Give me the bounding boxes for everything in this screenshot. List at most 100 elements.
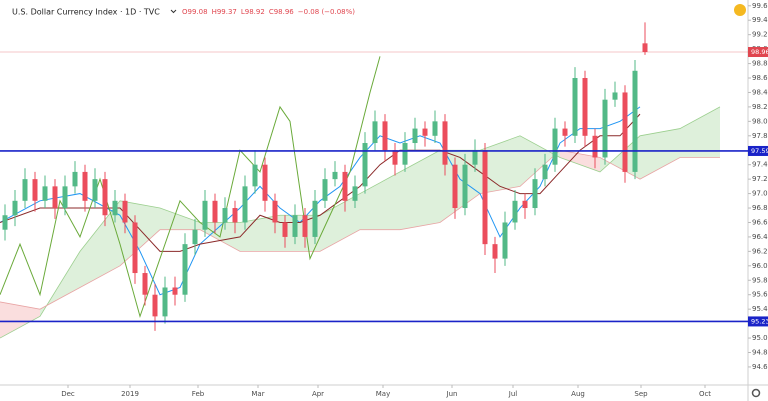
cloud-area (160, 208, 200, 230)
y-tick-label: 98.60 (752, 74, 768, 82)
cloud-area (680, 106, 720, 158)
y-tick-label: 95.40 (752, 305, 768, 313)
y-tick-label: 95.60 (752, 291, 768, 299)
candle-body (172, 287, 178, 295)
candle-body (502, 222, 508, 259)
settings-icon[interactable] (751, 388, 761, 398)
cloud-edge (0, 106, 721, 339)
candle-body (242, 186, 248, 223)
candle-body (12, 200, 18, 216)
y-tick-label: 96.40 (752, 233, 768, 241)
candle-body (422, 128, 428, 136)
candle-body (532, 179, 538, 209)
candle-body (152, 294, 158, 317)
dropdown-icon[interactable] (170, 9, 177, 14)
candle-body (312, 200, 318, 237)
quote-value: H99.37 (212, 8, 237, 16)
cloud-area (600, 135, 640, 180)
candle-body (622, 92, 628, 172)
alert-icon[interactable] (734, 4, 746, 16)
candle-body (642, 43, 648, 53)
y-tick-label: 96.80 (752, 204, 768, 212)
candle-body (362, 143, 368, 187)
y-tick-label: 94.60 (752, 363, 768, 371)
y-tick-label: 94.80 (752, 348, 768, 356)
cloud-area (0, 301, 40, 339)
x-tick-label: Feb (192, 390, 205, 398)
y-tick-label: 97.80 (752, 132, 768, 140)
candle-body (102, 179, 108, 216)
y-tick-label: 97.20 (752, 175, 768, 183)
candle-body (162, 287, 168, 317)
x-tick-label: Aug (571, 390, 585, 398)
x-tick-label: Oct (699, 390, 711, 398)
y-tick-label: 95.00 (752, 334, 768, 342)
cloud-area (240, 215, 280, 252)
candle-body (392, 150, 398, 165)
candle-body (192, 229, 198, 245)
x-tick-label: May (376, 390, 390, 398)
cloud-area (320, 193, 360, 252)
candle-body (522, 200, 528, 209)
candle-body (82, 171, 88, 201)
y-tick-label: 98.00 (752, 117, 768, 125)
cloud-area (520, 135, 560, 187)
candle-body (112, 200, 118, 216)
candle-body (412, 128, 418, 144)
y-tick-label: 96.00 (752, 262, 768, 270)
candle-body (562, 128, 568, 136)
candle-body (472, 150, 478, 165)
level-label: 95.23 (751, 317, 768, 325)
candle-body (92, 179, 98, 201)
candle-body (542, 164, 548, 180)
candle-body (342, 171, 348, 201)
candle-body (22, 179, 28, 201)
candle-body (122, 200, 128, 223)
y-tick-label: 97.40 (752, 161, 768, 169)
candle-body (372, 121, 378, 144)
candle-body (262, 164, 268, 201)
level-label: 98.96 (751, 48, 768, 56)
candle-body (322, 179, 328, 201)
candle-body (442, 121, 448, 165)
candle-body (62, 186, 68, 209)
candle-body (42, 186, 48, 201)
plot-area (0, 22, 721, 339)
x-tick-label: Mar (251, 390, 264, 398)
y-tick-label: 98.40 (752, 88, 768, 96)
candle-body (72, 171, 78, 187)
y-tick-label: 96.20 (752, 247, 768, 255)
candle-body (252, 164, 258, 187)
y-tick-label: 99.60 (752, 2, 768, 10)
candle-body (402, 143, 408, 165)
candle-body (452, 164, 458, 209)
cloud-area (280, 215, 320, 252)
candle-body (492, 244, 498, 259)
cloud-area (360, 171, 400, 230)
candle-body (602, 99, 608, 158)
candle-body (32, 179, 38, 201)
level-label-box (748, 47, 768, 58)
candle-body (292, 215, 298, 237)
candle-body (332, 171, 338, 180)
candle-body (182, 244, 188, 295)
candle-body (52, 186, 58, 209)
cloud-area (640, 128, 680, 180)
cloud-area (440, 150, 480, 223)
candle-body (592, 135, 598, 158)
indicator-line (0, 113, 641, 252)
y-tick-label: 96.60 (752, 218, 768, 226)
y-tick-label: 97.00 (752, 190, 768, 198)
candle-body (2, 215, 8, 230)
candle-body (482, 150, 488, 245)
cloud-area (80, 200, 120, 288)
candle-body (282, 222, 288, 237)
candle-body (512, 200, 518, 223)
quote-value: C98.96 (269, 8, 294, 16)
x-tick-label: Apr (312, 390, 324, 398)
cloud-area (400, 150, 440, 230)
level-label: 97.59 (751, 147, 768, 155)
candle-body (272, 200, 278, 223)
candle-body (232, 208, 238, 223)
